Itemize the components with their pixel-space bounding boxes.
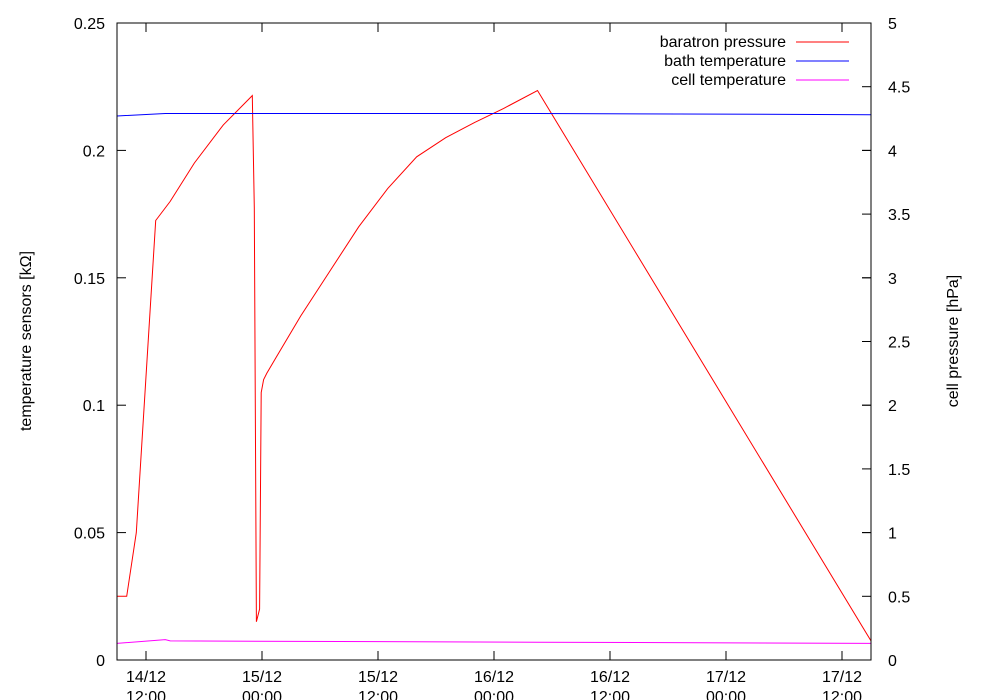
y2-tick-label: 0 bbox=[888, 653, 897, 670]
x-tick-label-date: 15/12 bbox=[242, 669, 282, 686]
series-line-1 bbox=[116, 113, 872, 117]
y2-tick-label: 5 bbox=[888, 16, 897, 33]
y2-tick-label: 2 bbox=[888, 398, 897, 415]
y2-tick-label: 3.5 bbox=[888, 207, 910, 224]
x-tick-label-time: 12:00 bbox=[822, 689, 862, 700]
y2-tick-label: 1.5 bbox=[888, 462, 910, 479]
y2-tick-label: 0.5 bbox=[888, 589, 910, 606]
y-tick-label: 0.25 bbox=[74, 16, 105, 33]
x-tick-label-time: 00:00 bbox=[242, 689, 282, 700]
legend-label-0: baratron pressure bbox=[660, 34, 786, 51]
x-tick-label-date: 16/12 bbox=[590, 669, 630, 686]
y2-tick-label: 2.5 bbox=[888, 335, 910, 352]
x-tick-label-time: 00:00 bbox=[706, 689, 746, 700]
x-tick-label-time: 12:00 bbox=[126, 689, 166, 700]
series-layer bbox=[116, 89, 872, 644]
x-tick-label-time: 12:00 bbox=[590, 689, 630, 700]
x-tick-label-time: 12:00 bbox=[358, 689, 398, 700]
series-line-0 bbox=[117, 89, 872, 642]
x-tick-label-date: 16/12 bbox=[474, 669, 514, 686]
x-tick-label-date: 14/12 bbox=[126, 669, 166, 686]
legend: baratron pressure bath temperature cell te… bbox=[660, 34, 849, 89]
legend-label-2: cell temperature bbox=[671, 72, 786, 89]
legend-label-1: bath temperature bbox=[664, 53, 786, 70]
y-tick-label: 0 bbox=[96, 653, 105, 670]
ticks-layer: 0 0.05 0.1 0.15 0.2 0.25 0 0.5 1 1.5 2 2.5 3 3.5 4 4.5 5… bbox=[74, 16, 910, 700]
y-tick-label: 0.05 bbox=[74, 526, 105, 543]
y-tick-label: 0.1 bbox=[83, 398, 105, 415]
y2-tick-label: 4.5 bbox=[888, 80, 910, 97]
x-tick-label-date: 15/12 bbox=[358, 669, 398, 686]
y2-tick-label: 4 bbox=[888, 143, 897, 160]
series-line-2 bbox=[116, 639, 872, 644]
x-tick-label-date: 17/12 bbox=[706, 669, 746, 686]
y-tick-label: 0.2 bbox=[83, 143, 105, 160]
y2-axis-label: cell pressure [hPa] bbox=[945, 275, 962, 408]
y-axis-label: temperature sensors [kΩ] bbox=[18, 251, 35, 431]
y2-tick-label: 3 bbox=[888, 271, 897, 288]
y2-tick-label: 1 bbox=[888, 526, 897, 543]
x-tick-label-time: 00:00 bbox=[474, 689, 514, 700]
x-tick-label-date: 17/12 bbox=[822, 669, 862, 686]
y-tick-label: 0.15 bbox=[74, 271, 105, 288]
